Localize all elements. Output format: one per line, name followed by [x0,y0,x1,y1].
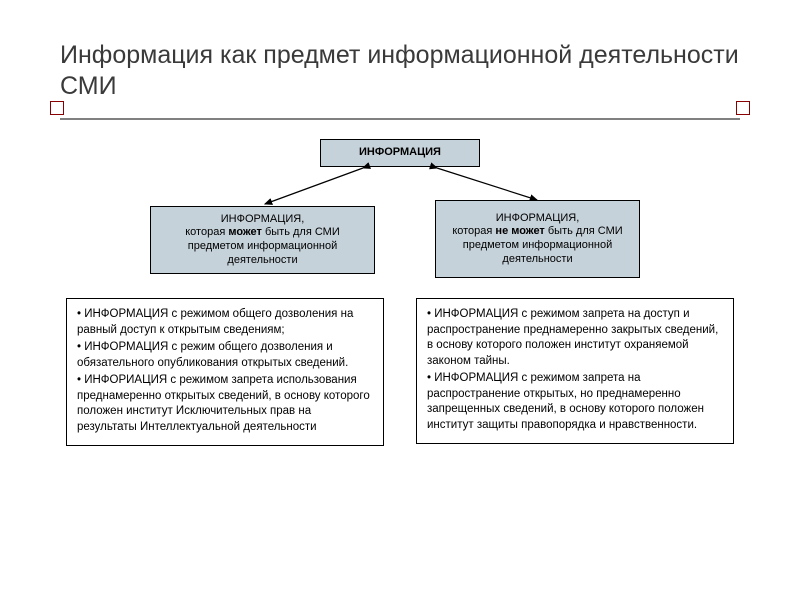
list-item: ИНФОРМАЦИЯ с режимом запрета на доступ и… [427,307,723,369]
left-bullet-list: ИНФОРМАЦИЯ с режимом общего дозволения н… [77,307,373,435]
branch-left-node: ИНФОРМАЦИЯ, которая может быть для СМИ п… [150,206,375,274]
branch-right-node: ИНФОРМАЦИЯ, которая не может быть для СМ… [435,200,640,278]
root-node: ИНФОРМАЦИЯ [320,139,480,167]
title-underline [60,118,740,120]
branch-left-heading: ИНФОРМАЦИЯ, [221,213,305,225]
right-bullet-list: ИНФОРМАЦИЯ с режимом запрета на доступ и… [427,307,723,433]
branch-left-bold: может [228,226,262,238]
left-bullet-box: ИНФОРМАЦИЯ с режимом общего дозволения н… [66,298,384,446]
arrow-left [265,168,363,204]
arrow-right [437,168,537,200]
accent-right [736,101,750,115]
slide-title: Информация как предмет информационной де… [60,40,740,103]
root-node-label: ИНФОРМАЦИЯ [359,146,441,160]
list-item: ИНФОРМАЦИЯ с режимом запрета на распрост… [427,371,723,433]
list-item: ИНФОРМАЦИЯ с режимом общего дозволения н… [77,307,373,338]
list-item: ИНФОРМАЦИЯ с режим общего дозволения и о… [77,340,373,371]
right-bullet-box: ИНФОРМАЦИЯ с режимом запрета на доступ и… [416,298,734,444]
branch-right-pre: которая [452,225,495,237]
list-item: ИНФОРИАЦИЯ с режимом запрета использован… [77,373,373,435]
branch-right-heading: ИНФОРМАЦИЯ, [496,212,580,224]
branch-right-bold: не может [495,225,544,237]
accent-left [50,101,64,115]
slide: Информация как предмет информационной де… [0,0,800,600]
branch-left-pre: которая [185,226,228,238]
